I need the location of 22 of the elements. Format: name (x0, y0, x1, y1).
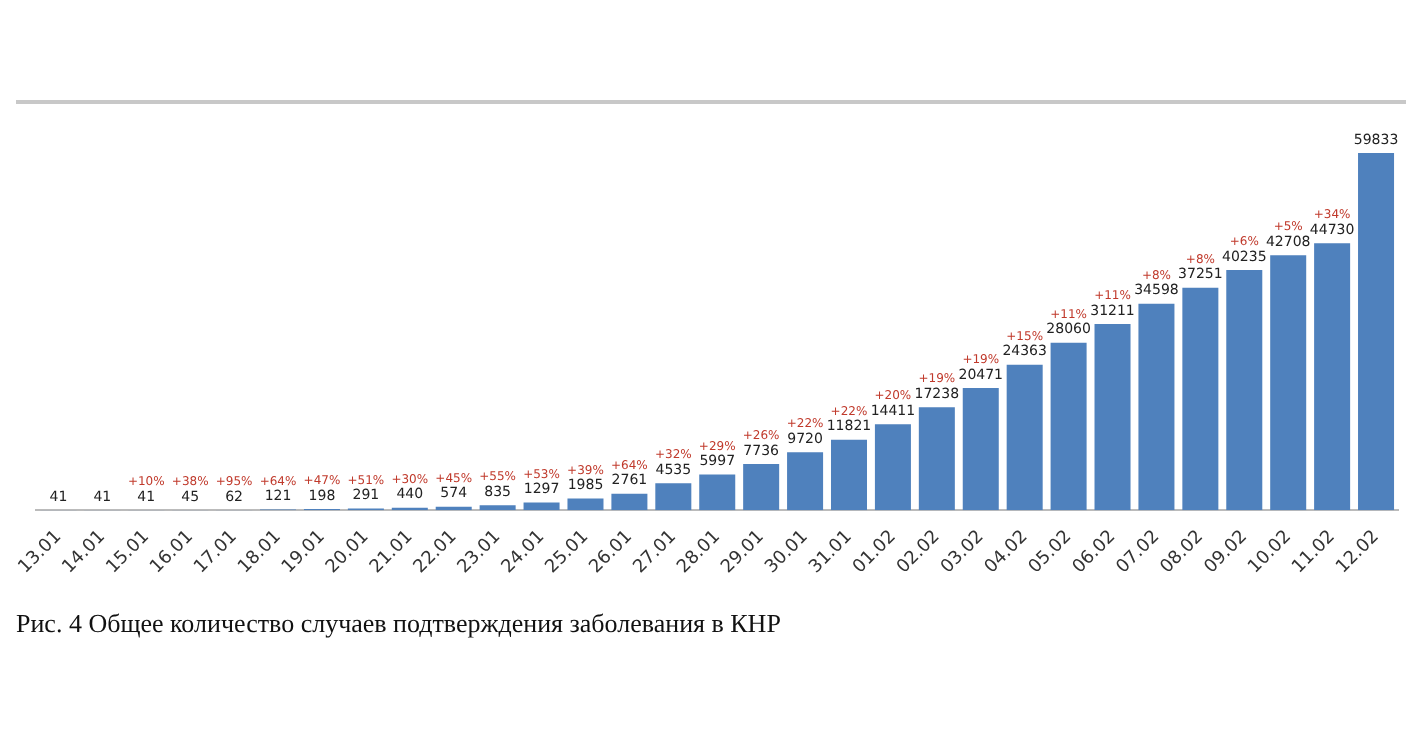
bar (1226, 270, 1263, 511)
bar (918, 407, 955, 511)
bar (523, 502, 560, 511)
bar (1182, 287, 1219, 511)
bar (1138, 303, 1175, 511)
bar (962, 388, 999, 511)
bar (655, 483, 692, 511)
bar (830, 439, 868, 511)
bar (567, 498, 604, 511)
bar (611, 493, 648, 511)
bar (1270, 255, 1307, 511)
bar (699, 474, 736, 511)
bar (1050, 342, 1087, 511)
bar (743, 464, 780, 511)
bar (1094, 323, 1131, 511)
bar (874, 424, 911, 511)
bar (479, 505, 516, 511)
bar (1006, 364, 1043, 511)
text: Рис. 4 Общее количество случаев подтверждения заболевания в КНР (16, 608, 783, 640)
bar (1314, 243, 1351, 511)
bar (787, 452, 824, 511)
bar (1358, 153, 1395, 511)
